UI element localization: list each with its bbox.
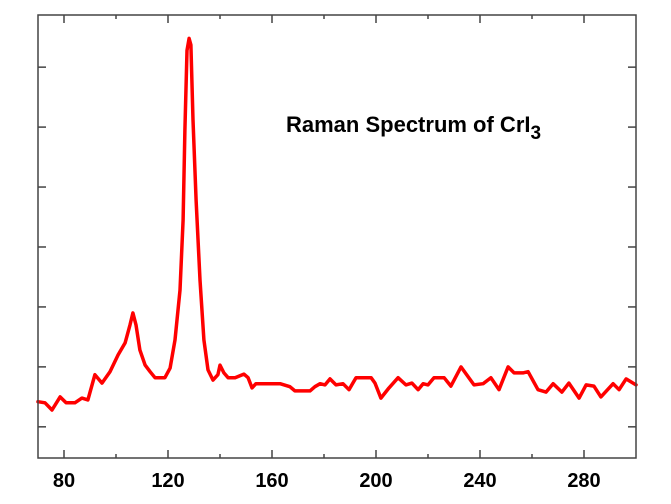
spectrum-line: [36, 36, 638, 412]
x-tick-label: 280: [567, 470, 600, 492]
x-tick-label: 240: [463, 470, 496, 492]
x-tick-label: 160: [255, 470, 288, 492]
x-tick-label: 120: [151, 470, 184, 492]
x-tick-label: 80: [53, 470, 75, 492]
x-tick-label: 200: [359, 470, 392, 492]
x-tick-labels: 80 120 160 200 240 280: [53, 470, 601, 492]
axis-ticks: [38, 15, 636, 458]
plot-frame: [37, 14, 637, 459]
chart-title: Raman Spectrum of CrI3: [286, 112, 541, 144]
